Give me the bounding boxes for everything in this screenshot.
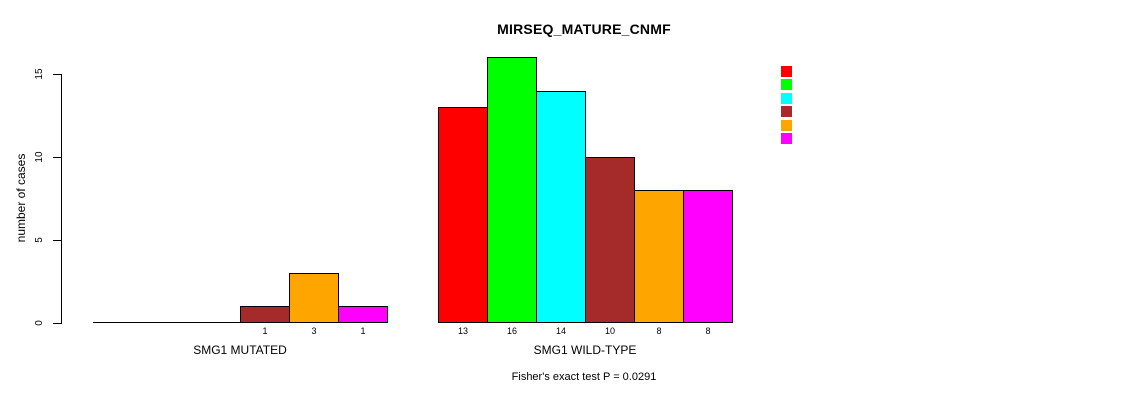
legend-item (781, 93, 792, 104)
zero-height-bar (191, 322, 241, 323)
y-axis-label: number of cases (14, 153, 28, 243)
y-axis-tick-label: 0 (34, 320, 45, 326)
bar-clus_4 (585, 157, 635, 323)
bar-clus_4 (240, 306, 290, 323)
y-axis-tick-label: 15 (34, 68, 45, 80)
legend-swatch (781, 120, 792, 131)
legend-item (781, 133, 792, 144)
legend-swatch (781, 66, 792, 77)
y-axis-tick (53, 323, 61, 324)
bar-value-label: 13 (457, 326, 468, 336)
bar-clus_5 (634, 190, 684, 323)
legend-swatch (781, 93, 792, 104)
legend-item (781, 66, 792, 77)
zero-height-bar (93, 322, 143, 323)
y-axis-tick (53, 157, 61, 158)
bar-value-label: 10 (604, 326, 615, 336)
y-axis-tick-label: 10 (34, 151, 45, 163)
bar-clus_2 (487, 57, 537, 323)
bar-value-label: 3 (311, 326, 317, 336)
bar-clus_6 (338, 306, 388, 323)
y-axis-tick-label: 5 (34, 237, 45, 243)
bar-value-label: 8 (656, 326, 662, 336)
zero-height-bar (142, 322, 192, 323)
legend-item (781, 106, 792, 117)
bar-value-label: 1 (360, 326, 366, 336)
bar-value-label: 8 (705, 326, 711, 336)
x-axis-group-label: SMG1 WILD-TYPE (533, 343, 637, 357)
legend-item (781, 120, 792, 131)
y-axis-tick (53, 240, 61, 241)
x-axis-group-label: SMG1 MUTATED (193, 343, 287, 357)
bar-clus_5 (289, 273, 339, 323)
bar-value-label: 14 (555, 326, 566, 336)
fisher-test-annotation: Fisher's exact test P = 0.0291 (511, 371, 657, 383)
bar-clus_6 (683, 190, 733, 323)
bar-clus_3 (536, 91, 586, 323)
legend-swatch (781, 133, 792, 144)
legend-swatch (781, 79, 792, 90)
legend-item (781, 79, 792, 90)
y-axis-line (61, 74, 62, 324)
bar-value-label: 1 (262, 326, 268, 336)
y-axis-tick (53, 74, 61, 75)
bar-value-label: 16 (506, 326, 517, 336)
bar-clus_1 (438, 107, 488, 323)
legend-swatch (781, 106, 792, 117)
chart-title: MIRSEQ_MATURE_CNMF (497, 21, 671, 37)
